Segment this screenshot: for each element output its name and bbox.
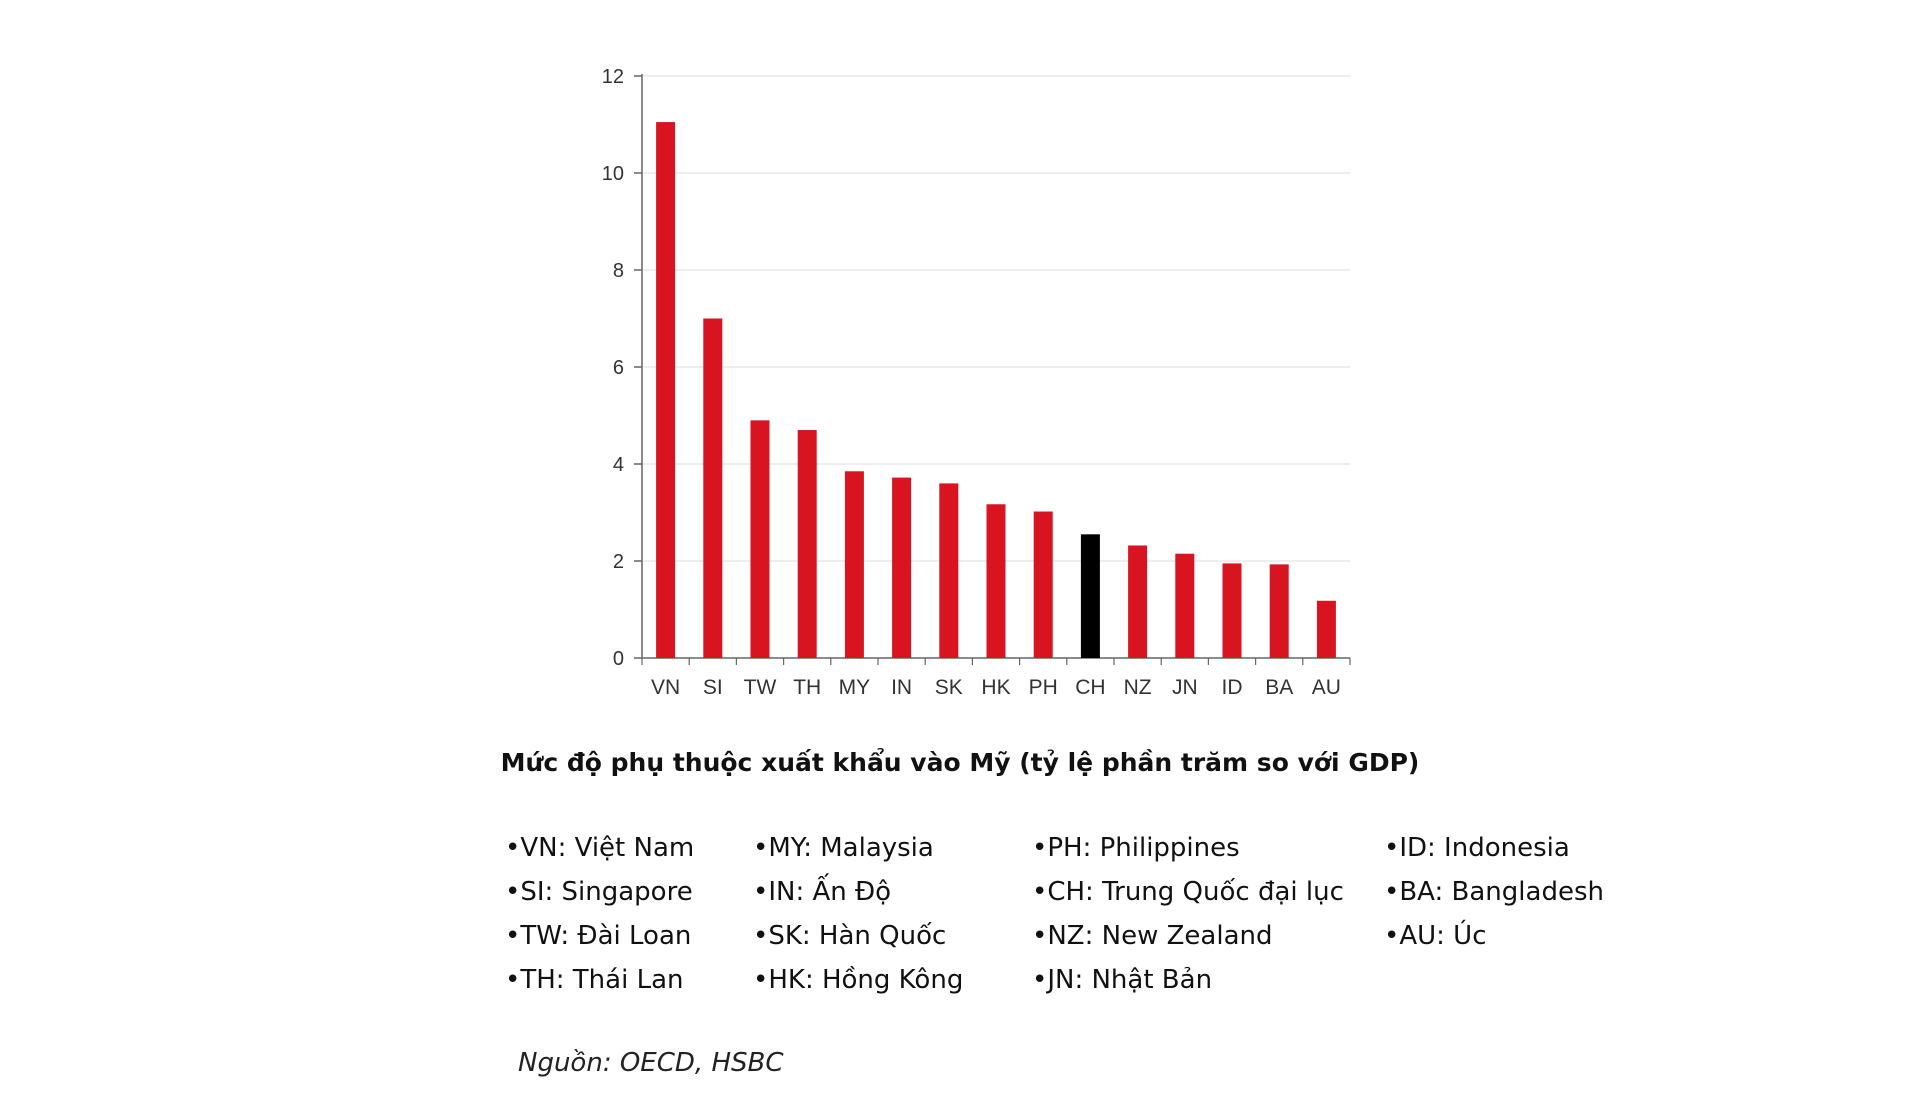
x-tick-label: JN xyxy=(1172,676,1198,699)
legend-column-1: VN: Việt Nam SI: Singapore TW: Đài Loan … xyxy=(505,826,694,1002)
legend-item: TW: Đài Loan xyxy=(505,914,694,958)
x-tick-label: TH xyxy=(793,676,821,699)
bar-au xyxy=(1316,600,1336,658)
x-tick-label: SK xyxy=(935,676,963,699)
x-tick-label: VN xyxy=(651,676,680,699)
x-tick-label: ID xyxy=(1222,676,1243,699)
source-note: Nguồn: OECD, HSBC xyxy=(518,1048,784,1078)
legend-item: IN: Ấn Độ xyxy=(753,870,963,914)
bar-ch xyxy=(1080,534,1100,658)
y-tick-label: 2 xyxy=(613,551,624,573)
bar-jn xyxy=(1175,553,1195,658)
legend-item: TH: Thái Lan xyxy=(505,958,694,1002)
legend-item: JN: Nhật Bản xyxy=(1032,958,1344,1002)
y-tick-label: 12 xyxy=(602,66,624,88)
bar-sk xyxy=(939,483,959,658)
legend: VN: Việt Nam SI: Singapore TW: Đài Loan … xyxy=(505,826,1685,1006)
x-tick-label: AU xyxy=(1312,676,1341,699)
bar-ba xyxy=(1269,564,1289,658)
y-tick-label: 8 xyxy=(613,260,624,282)
x-tick-label: MY xyxy=(839,676,871,699)
legend-item: CH: Trung Quốc đại lục xyxy=(1032,870,1344,914)
bar-vn xyxy=(656,122,676,658)
legend-item: PH: Philippines xyxy=(1032,826,1344,870)
y-tick-label: 6 xyxy=(613,357,624,379)
legend-column-4: ID: Indonesia BA: Bangladesh AU: Úc xyxy=(1384,826,1604,958)
legend-item: BA: Bangladesh xyxy=(1384,870,1604,914)
bar-hk xyxy=(986,504,1006,658)
bar-si xyxy=(703,318,723,658)
bars xyxy=(656,122,1336,658)
bar-ph xyxy=(1033,511,1053,658)
legend-item: AU: Úc xyxy=(1384,914,1604,958)
gridlines xyxy=(642,75,1350,562)
legend-column-2: MY: Malaysia IN: Ấn Độ SK: Hàn Quốc HK: … xyxy=(753,826,963,1002)
y-tick-label: 10 xyxy=(602,163,624,185)
bar-in xyxy=(892,477,912,658)
y-tick-label: 4 xyxy=(613,454,624,476)
legend-item: ID: Indonesia xyxy=(1384,826,1604,870)
chart-title: Mức độ phụ thuộc xuất khẩu vào Mỹ (tỷ lệ… xyxy=(500,748,1420,777)
x-tick-label: BA xyxy=(1265,676,1293,699)
x-tick-label: IN xyxy=(891,676,912,699)
bar-th xyxy=(797,430,817,658)
x-tick-label: PH xyxy=(1029,676,1058,699)
legend-item: SK: Hàn Quốc xyxy=(753,914,963,958)
x-tick-label: NZ xyxy=(1124,676,1152,699)
legend-item: MY: Malaysia xyxy=(753,826,963,870)
legend-item: VN: Việt Nam xyxy=(505,826,694,870)
x-tick-label: CH xyxy=(1075,676,1105,699)
bar-tw xyxy=(750,420,770,658)
legend-item: SI: Singapore xyxy=(505,870,694,914)
y-tick-label: 0 xyxy=(613,648,624,670)
bar-nz xyxy=(1128,545,1148,658)
bar-id xyxy=(1222,563,1242,658)
legend-item: HK: Hồng Kông xyxy=(753,958,963,1002)
x-tick-label: HK xyxy=(981,676,1010,699)
x-tick-label: TW xyxy=(744,676,777,699)
legend-item: NZ: New Zealand xyxy=(1032,914,1344,958)
bar-chart: 0 2 4 6 8 10 12 VN SI TW TH MY IN SK HK PH CH NZ JN ID BA AU xyxy=(602,66,1351,699)
legend-column-3: PH: Philippines CH: Trung Quốc đại lục N… xyxy=(1032,826,1344,1002)
axis-labels: 0 2 4 6 8 10 12 VN SI TW TH MY IN SK HK PH CH NZ JN ID BA AU xyxy=(602,66,1341,699)
x-tick-label: SI xyxy=(703,676,723,699)
bar-my xyxy=(844,471,864,658)
